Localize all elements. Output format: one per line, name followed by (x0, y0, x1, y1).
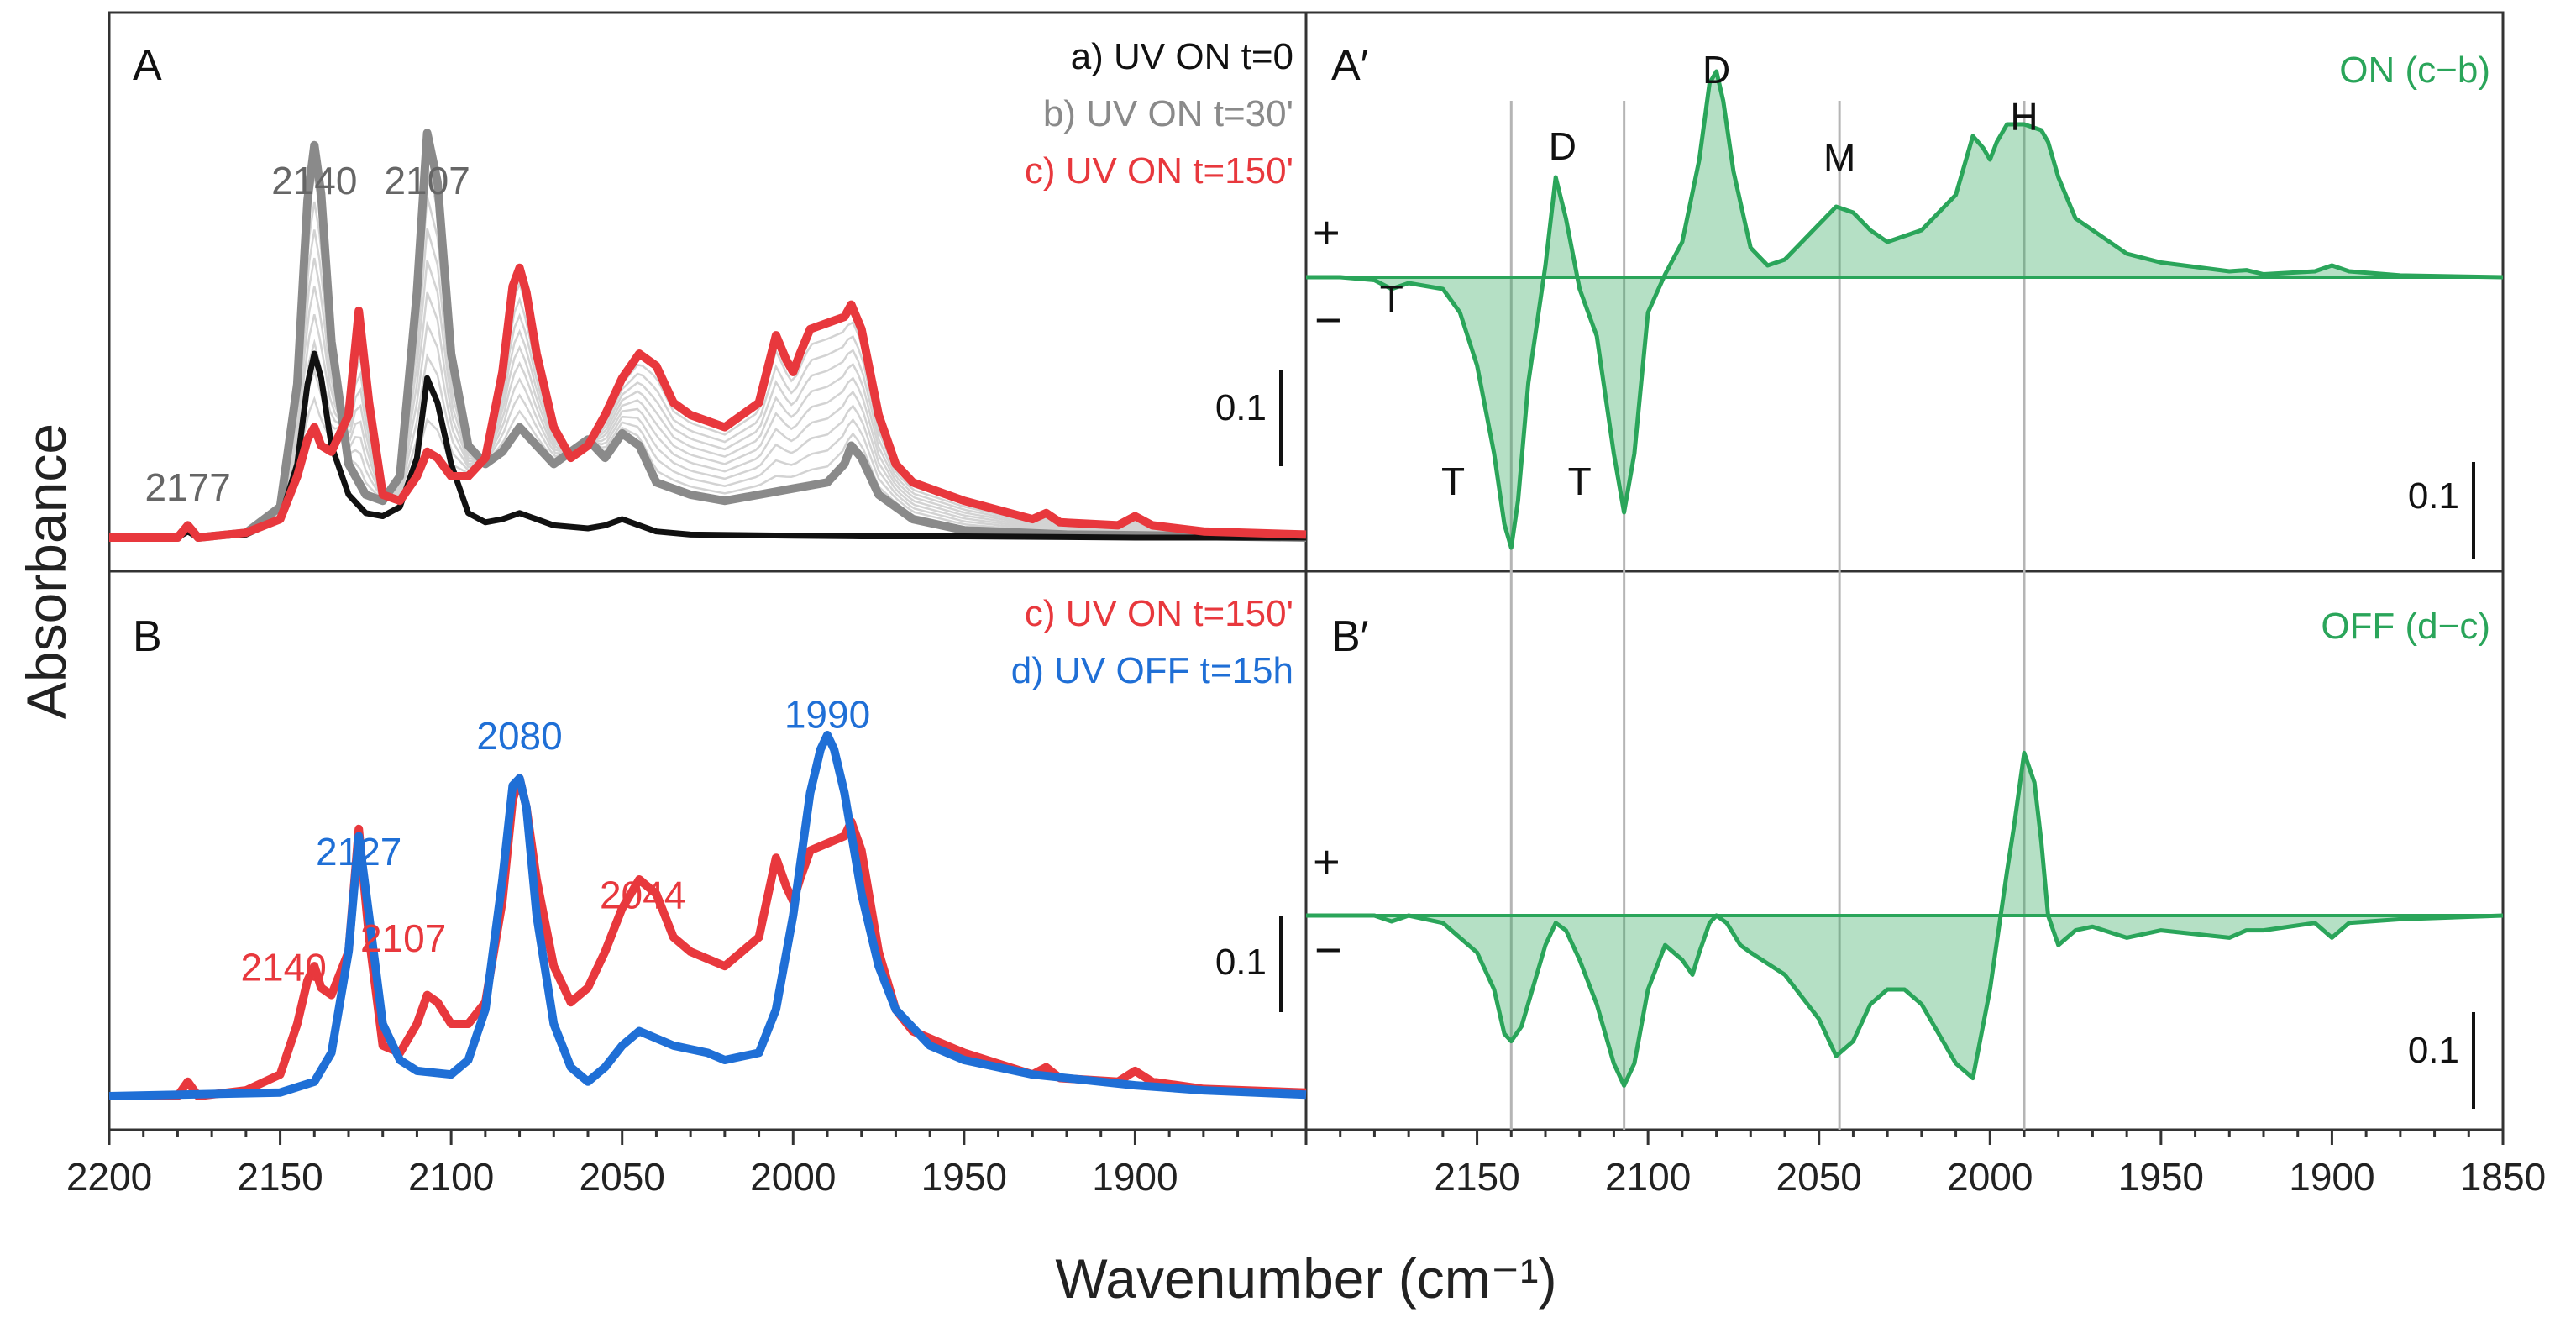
panel-B-prime-frame (1304, 570, 2505, 1131)
diff-A-prime-fill (1306, 71, 2503, 548)
panel-letter-A-prime: A′ (1331, 41, 1368, 90)
scale-label-B-prime: 0.1 (2408, 1030, 2459, 1071)
right-tick-label: 1850 (2460, 1155, 2546, 1199)
legend-b: b) UV ON t=30' (1043, 93, 1293, 134)
diff-B-prime-fill (1306, 753, 2503, 1086)
panel-letter-B: B (133, 612, 162, 661)
diff-B-prime-line (1306, 750, 2504, 1088)
peak-label-A: 2177 (144, 465, 230, 509)
panel-letter-A: A (133, 41, 162, 90)
peak-labels: 2177 2140 2107 2140 2107 2044 2127 2080 1990 T T T D… (144, 48, 2038, 989)
scale-label-A-prime: 0.1 (2408, 475, 2459, 517)
left-tick-label: 2100 (408, 1155, 494, 1199)
scale-label-B: 0.1 (1215, 942, 1267, 983)
band-label-A-prime: T (1441, 459, 1465, 503)
right-tick-label: 2000 (1947, 1155, 2033, 1199)
left-tick-label: 2200 (66, 1155, 152, 1199)
panel-A-prime-plot (1306, 69, 2504, 550)
right-tick-label: 2150 (1434, 1155, 1519, 1199)
peak-label-B: 2127 (316, 830, 401, 874)
series-B-0 (109, 774, 1307, 1100)
panel-A-plot (109, 129, 1307, 542)
peak-label-A: 2140 (271, 159, 357, 202)
right-tick-label: 1900 (2289, 1155, 2374, 1199)
peak-label-A: 2107 (384, 159, 470, 202)
y-axis-title: Absorbance (15, 423, 77, 719)
band-label-A-prime: H (2010, 95, 2038, 139)
left-tick-label: 2000 (750, 1155, 836, 1199)
guide-lines (1509, 101, 2026, 1130)
diff-A-prime-line (1306, 69, 2504, 550)
series-A-1 (109, 129, 1307, 542)
right-tick-label: 2050 (1776, 1155, 1862, 1199)
series-A-2 (109, 263, 1307, 542)
x-axis-ticks: 2200 2150 2100 2050 2000 1950 1900 2150 2100 2050… (66, 1130, 2546, 1199)
left-tick-label: 1900 (1092, 1155, 1178, 1199)
peak-label-B: 2080 (476, 714, 562, 758)
peak-label-B: 1990 (784, 692, 870, 736)
scale-label-A: 0.1 (1215, 387, 1267, 428)
x-axis-title: Wavenumber (cm⁻¹) (1055, 1247, 1556, 1310)
legend-c: c) UV ON t=150' (1025, 150, 1293, 192)
minus-sign-B-prime: − (1314, 923, 1342, 976)
legend-B-c: c) UV ON t=150' (1025, 593, 1293, 634)
band-label-A-prime: T (1380, 277, 1403, 321)
series-B-1 (108, 731, 1307, 1100)
legend-B-d: d) UV OFF t=15h (1011, 650, 1293, 691)
panel-B-prime-plot (1306, 750, 2504, 1088)
title-A-prime: ON (c−b) (2339, 50, 2490, 91)
band-label-A-prime: D (1549, 124, 1577, 168)
band-label-A-prime: T (1568, 459, 1592, 503)
peak-label-B: 2107 (360, 916, 446, 960)
left-tick-label: 1950 (921, 1155, 1007, 1199)
plus-sign-B-prime: + (1313, 835, 1340, 888)
panel-letter-B-prime: B′ (1331, 612, 1368, 661)
title-B-prime: OFF (d−c) (2321, 606, 2490, 647)
plus-sign-A-prime: + (1313, 206, 1340, 259)
panel-B-plot (108, 731, 1307, 1100)
right-tick-label: 2100 (1605, 1155, 1691, 1199)
band-label-A-prime: D (1702, 48, 1730, 92)
minus-sign-A-prime: − (1314, 293, 1342, 346)
left-tick-label: 2050 (580, 1155, 665, 1199)
peak-label-B: 2140 (240, 945, 326, 989)
band-label-A-prime: M (1823, 136, 1855, 180)
left-tick-label: 2150 (237, 1155, 323, 1199)
peak-label-B: 2044 (600, 873, 685, 916)
right-tick-label: 1950 (2118, 1155, 2204, 1199)
legend-a: a) UV ON t=0 (1071, 36, 1293, 77)
